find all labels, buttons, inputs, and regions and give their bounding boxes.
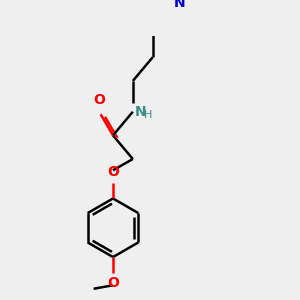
Text: O: O xyxy=(107,165,119,179)
Text: N: N xyxy=(135,105,146,119)
Text: H: H xyxy=(143,110,152,120)
Text: N: N xyxy=(174,0,186,10)
Text: O: O xyxy=(107,276,119,290)
Text: O: O xyxy=(93,93,105,107)
